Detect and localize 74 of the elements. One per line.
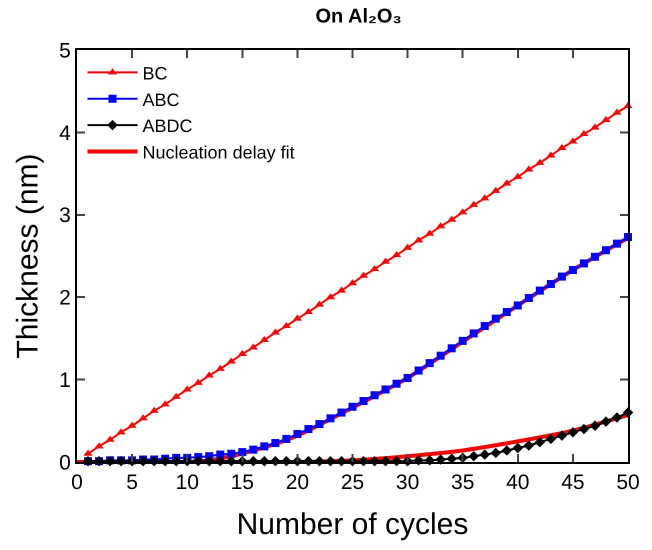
point — [480, 322, 489, 330]
y-tick-label: 3 — [59, 204, 71, 228]
point — [293, 430, 302, 438]
x-axis-title: Number of cycles — [236, 508, 468, 542]
point — [426, 359, 434, 368]
point — [546, 434, 556, 444]
point — [602, 246, 610, 254]
y-tick-label: 1 — [59, 368, 71, 392]
point — [514, 301, 522, 310]
point — [271, 439, 280, 448]
x-tick-label: 45 — [561, 471, 585, 494]
point — [282, 434, 290, 443]
point — [337, 408, 346, 417]
point — [315, 420, 324, 428]
x-tick-label: 20 — [286, 471, 310, 494]
point — [249, 446, 258, 454]
y-tick-label: 4 — [59, 122, 72, 145]
point — [404, 374, 412, 382]
y-tick-label: 0 — [59, 451, 71, 474]
point — [326, 414, 334, 422]
point — [414, 366, 423, 375]
x-tick-label: 15 — [230, 471, 254, 494]
point — [392, 380, 401, 388]
point — [568, 427, 578, 438]
point — [238, 448, 246, 456]
point — [436, 352, 445, 360]
point — [260, 442, 268, 450]
point — [568, 266, 577, 274]
point — [502, 445, 512, 456]
point — [524, 294, 533, 302]
point — [612, 240, 621, 248]
point — [536, 286, 544, 295]
point — [480, 449, 490, 460]
legend-label: BC — [142, 63, 168, 84]
point — [590, 252, 599, 261]
point — [558, 272, 566, 281]
x-tick-label: 35 — [451, 471, 474, 494]
x-tick-label: 10 — [176, 471, 199, 494]
x-tick-label: 40 — [506, 471, 530, 494]
x-tick-label: 25 — [340, 471, 364, 494]
legend-label: ABC — [142, 90, 180, 110]
point — [304, 425, 312, 434]
point — [216, 450, 224, 459]
point — [370, 391, 379, 400]
point — [458, 336, 467, 345]
point — [382, 385, 390, 394]
point — [348, 402, 356, 411]
point — [360, 397, 368, 406]
x-tick-label: 5 — [126, 471, 138, 494]
point — [590, 420, 600, 431]
x-tick-label: 30 — [396, 471, 420, 494]
point — [470, 329, 478, 338]
legend-label: ABDC — [142, 116, 193, 136]
y-tick-label: 5 — [59, 39, 71, 62]
point — [524, 440, 534, 451]
point — [490, 448, 501, 458]
chart-title: On Al₂O₃ — [315, 5, 402, 28]
point — [600, 416, 612, 427]
point — [578, 424, 590, 434]
point — [227, 450, 236, 458]
point — [580, 259, 588, 268]
point — [556, 430, 568, 441]
y-tick-label: 2 — [59, 286, 71, 310]
legend-label: Nucleation delay fit — [142, 142, 295, 163]
point — [502, 308, 511, 316]
point — [546, 280, 555, 288]
point — [468, 451, 479, 462]
point — [534, 437, 546, 448]
point — [492, 314, 500, 323]
point — [512, 442, 523, 454]
x-tick-label: 50 — [616, 471, 640, 494]
point — [612, 412, 622, 423]
y-axis-title: Thickness (nm) — [12, 153, 45, 359]
point — [448, 344, 456, 352]
